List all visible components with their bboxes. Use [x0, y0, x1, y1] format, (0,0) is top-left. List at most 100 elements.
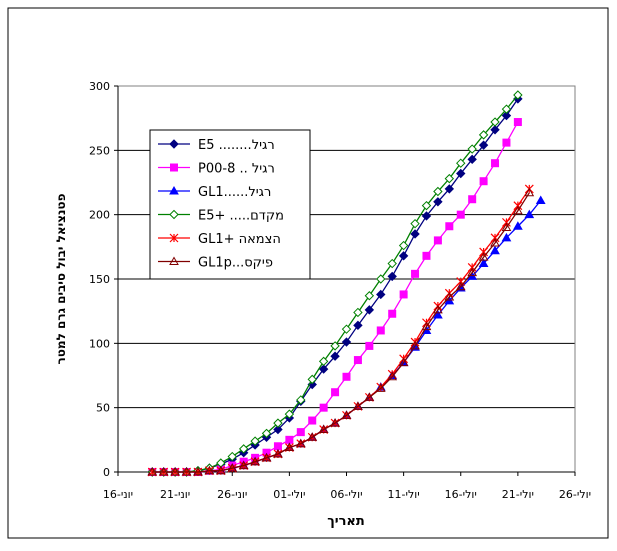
data-point — [513, 118, 522, 127]
data-point — [364, 291, 375, 301]
legend-label: P00-8 .. רגיל — [198, 162, 275, 177]
data-point — [445, 222, 454, 231]
data-point — [296, 395, 306, 405]
data-point — [513, 201, 523, 211]
legend-label: GL1+ הצמאה — [198, 232, 281, 247]
data-point — [513, 90, 523, 100]
data-point — [318, 364, 329, 374]
data-point — [296, 428, 305, 437]
data-point — [455, 281, 466, 291]
data-point — [501, 222, 512, 232]
data-point — [501, 110, 512, 121]
data-point — [398, 240, 409, 251]
data-point — [250, 456, 260, 466]
data-point — [169, 139, 179, 149]
legend-label: E5 ........רגיל — [198, 138, 275, 153]
data-point — [181, 466, 192, 476]
data-point — [398, 251, 409, 261]
data-point — [433, 197, 443, 207]
data-point — [502, 138, 511, 147]
y-tick-label: 100 — [89, 337, 110, 350]
data-point — [433, 186, 443, 197]
data-point — [478, 140, 489, 150]
legend-label: GL1......רגיל — [198, 185, 271, 200]
legend: E5 ........רגיל P00-8 .. רגיל GL1......רגי… — [149, 129, 311, 280]
data-point — [215, 465, 226, 475]
data-point — [331, 388, 340, 397]
legend-entry: GL1+ הצמאה — [158, 232, 281, 247]
data-point — [501, 104, 512, 114]
data-point — [261, 452, 272, 462]
series-line — [152, 192, 530, 473]
y-tick-label: 200 — [89, 209, 110, 222]
data-point — [387, 371, 398, 381]
data-point — [468, 195, 477, 204]
series-6 — [147, 187, 535, 476]
y-tick-label: 250 — [89, 144, 110, 157]
data-point — [387, 271, 397, 282]
data-point — [467, 267, 478, 277]
data-point — [467, 262, 477, 272]
data-point — [376, 289, 386, 300]
data-point — [273, 442, 282, 451]
data-point — [490, 125, 500, 135]
data-point — [410, 340, 420, 350]
x-tick-label: 11-יולי — [388, 488, 420, 501]
data-point — [491, 159, 500, 168]
data-point — [456, 168, 466, 179]
data-point — [170, 163, 178, 172]
data-point — [295, 438, 306, 448]
data-point — [307, 432, 318, 441]
data-point — [444, 184, 455, 194]
data-point — [238, 460, 249, 470]
data-point — [284, 442, 295, 452]
x-tick-label: 06-יולי — [330, 488, 362, 501]
legend-entry: GL1p...פיקס — [158, 256, 273, 271]
data-point — [318, 424, 329, 434]
data-point — [456, 210, 465, 219]
data-point — [204, 465, 215, 475]
data-point — [422, 251, 431, 260]
legend-entry: E5+ .....מקדם — [158, 209, 284, 224]
x-tick-label: 16-יוני — [103, 488, 133, 501]
data-point — [284, 409, 295, 419]
data-point — [535, 195, 546, 205]
y-tick-label: 150 — [89, 273, 110, 286]
data-point — [411, 269, 420, 278]
legend-box — [149, 129, 311, 280]
data-point — [478, 130, 489, 140]
data-point — [250, 436, 260, 446]
data-point — [502, 217, 511, 227]
data-point — [421, 321, 432, 331]
series — [147, 90, 546, 477]
data-point — [513, 221, 523, 230]
data-point — [169, 185, 179, 195]
data-point — [398, 357, 409, 367]
data-point — [170, 466, 180, 476]
x-tick-label: 26-יולי — [559, 488, 591, 501]
data-point — [169, 256, 179, 265]
data-point — [490, 117, 500, 127]
x-tick-label: 21-יוני — [160, 488, 190, 501]
data-point — [364, 392, 375, 401]
data-point — [193, 466, 203, 476]
y-tick-label: 50 — [96, 402, 110, 415]
legend-label: E5+ .....מקדם — [198, 209, 284, 224]
data-point — [479, 177, 488, 186]
data-point — [467, 154, 477, 165]
data-point — [410, 229, 420, 239]
x-tick-label: 16-יולי — [445, 488, 477, 501]
data-point — [353, 356, 362, 365]
data-point — [330, 351, 340, 361]
legend-entry: GL1......רגיל — [158, 185, 271, 200]
data-point — [342, 372, 351, 381]
data-point — [501, 232, 512, 242]
data-point — [365, 341, 374, 350]
data-point — [524, 187, 535, 197]
legend-entry: E5 ........רגיל — [158, 138, 275, 153]
data-point — [308, 416, 317, 425]
data-point — [376, 274, 386, 284]
y-tick-label: 300 — [89, 80, 110, 93]
data-point — [478, 252, 489, 261]
